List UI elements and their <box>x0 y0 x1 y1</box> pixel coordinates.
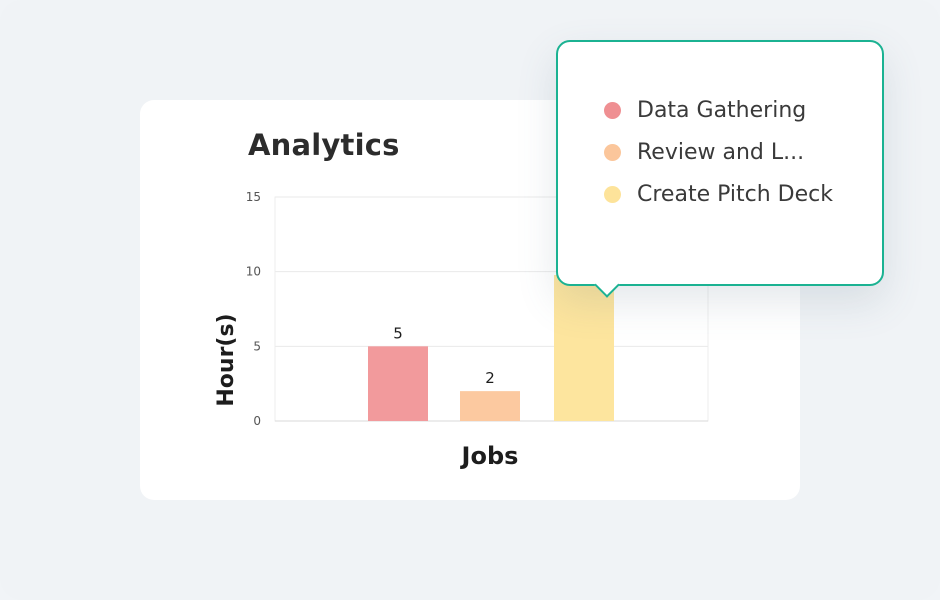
y-tick-label: 0 <box>253 414 261 428</box>
legend-label: Review and L... <box>637 139 805 165</box>
legend-item[interactable]: Data Gathering <box>604 80 833 140</box>
legend-dot-icon <box>604 185 621 203</box>
legend-dot-icon <box>604 143 621 161</box>
y-tick-label: 10 <box>246 265 261 279</box>
legend-item[interactable]: Create Pitch Deck <box>604 164 833 224</box>
y-tick-label: 5 <box>253 339 261 353</box>
y-tick-label: 15 <box>246 190 261 204</box>
bar-chart: 0 5 10 15 5 2 Hour(s) Jobs <box>214 190 709 470</box>
legend-item[interactable]: Review and L... <box>604 122 833 182</box>
legend-label: Data Gathering <box>637 97 807 123</box>
legend-tooltip: Data Gathering Review and L... Create Pitc… <box>556 40 884 298</box>
legend-list: Data Gathering Review and L... Create Pitc… <box>604 80 833 224</box>
card-title: Analytics <box>248 128 400 162</box>
legend-dot-icon <box>604 101 621 119</box>
y-axis-label: Hour(s) <box>214 313 239 406</box>
bar-data-label: 5 <box>393 324 403 342</box>
legend-label: Create Pitch Deck <box>637 181 833 207</box>
bar-data-label: 2 <box>485 369 495 387</box>
bar-3[interactable] <box>554 275 614 421</box>
x-axis-label: Jobs <box>460 442 519 470</box>
bar-1[interactable] <box>368 346 428 421</box>
bar-2[interactable] <box>460 391 520 421</box>
